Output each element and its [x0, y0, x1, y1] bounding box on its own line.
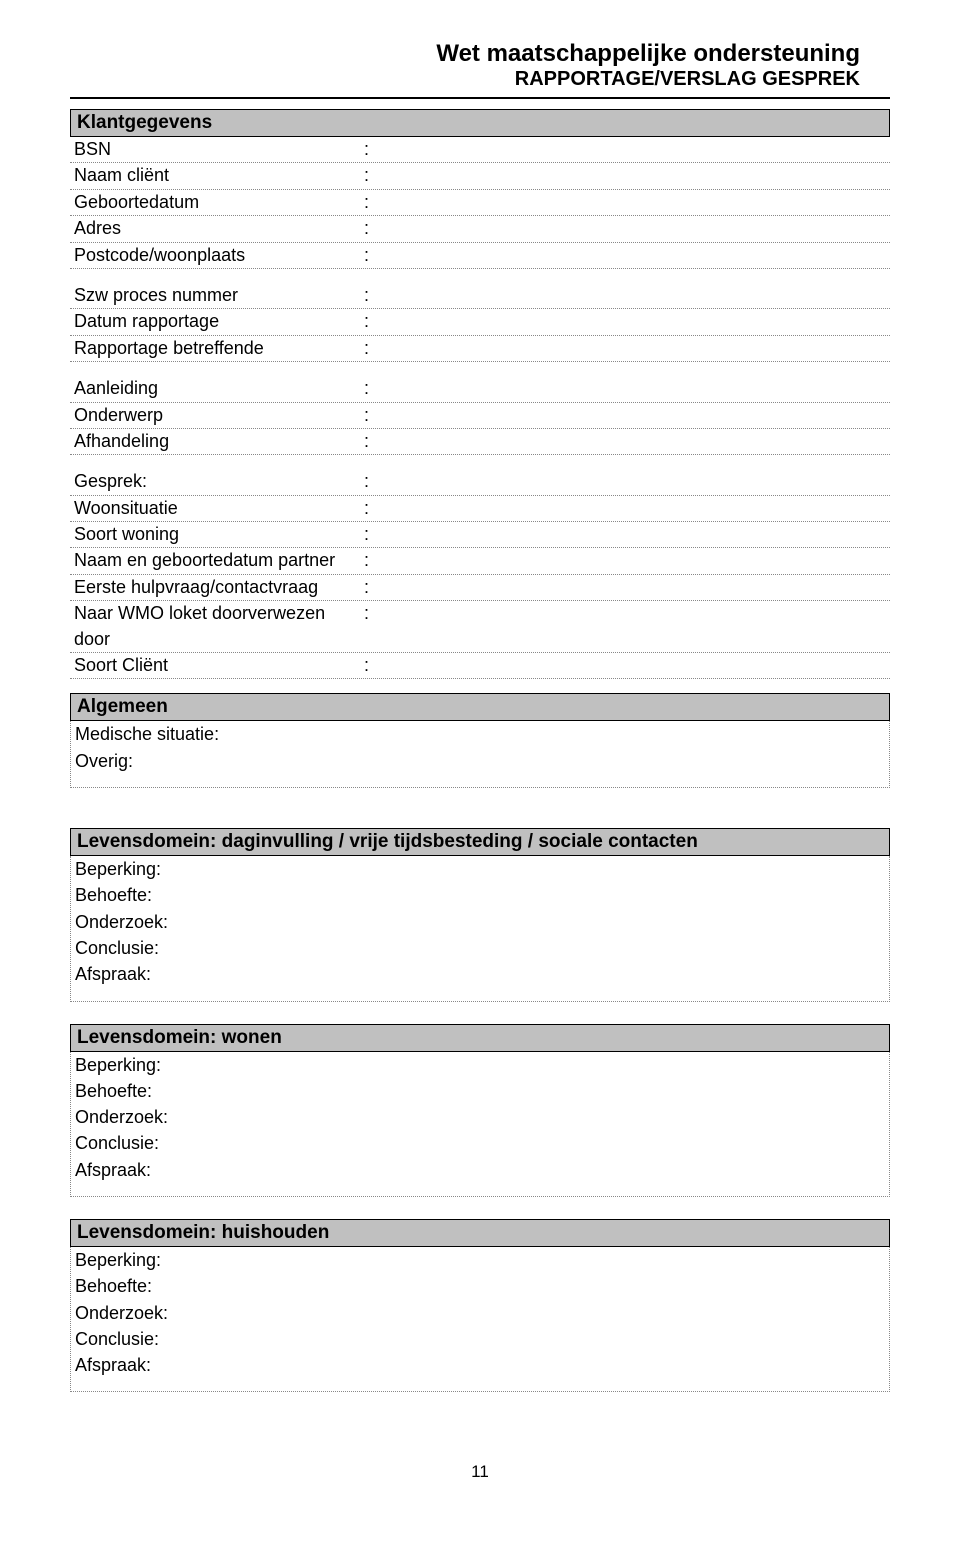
- field-row: Rapportage betreffende :: [70, 336, 890, 362]
- field-colon: :: [364, 523, 384, 546]
- field-row: BSN :: [70, 137, 890, 163]
- field-colon: :: [364, 654, 384, 677]
- section-header-algemeen: Algemeen: [70, 693, 890, 721]
- field-row: Soort woning :: [70, 522, 890, 548]
- field-row: Adres :: [70, 216, 890, 242]
- field-label: door: [74, 628, 364, 651]
- field-row: Onderwerp :: [70, 403, 890, 429]
- field-label: Afhandeling: [74, 430, 364, 453]
- field-row: Naam cliënt :: [70, 163, 890, 189]
- section-header-domein1: Levensdomein: daginvulling / vrije tijds…: [70, 828, 890, 856]
- field-colon: :: [364, 602, 384, 625]
- field-label: Woonsituatie: [74, 497, 364, 520]
- field-label: Gesprek:: [74, 470, 364, 493]
- field-row: Aanleiding :: [70, 376, 890, 402]
- field-label: Rapportage betreffende: [74, 337, 364, 360]
- section-box-domein1: Beperking: Behoefte: Onderzoek: Conclusi…: [70, 856, 890, 1001]
- field-colon: :: [364, 284, 384, 307]
- plain-row: Beperking:: [71, 856, 889, 882]
- field-block-4: Gesprek: : Woonsituatie : Soort woning :…: [70, 469, 890, 679]
- field-row: Szw proces nummer :: [70, 283, 890, 309]
- field-colon: :: [364, 430, 384, 453]
- field-label: Geboortedatum: [74, 191, 364, 214]
- field-colon: [364, 628, 384, 651]
- field-row: Eerste hulpvraag/contactvraag :: [70, 575, 890, 601]
- field-label: Onderwerp: [74, 404, 364, 427]
- field-label: Aanleiding: [74, 377, 364, 400]
- plain-row: Overig:: [71, 748, 889, 787]
- field-colon: :: [364, 377, 384, 400]
- plain-row: Beperking:: [71, 1247, 889, 1273]
- field-colon: :: [364, 497, 384, 520]
- plain-row: Medische situatie:: [71, 721, 889, 747]
- plain-row: Behoefte:: [71, 882, 889, 908]
- plain-row: Conclusie:: [71, 1326, 889, 1352]
- plain-row: Conclusie:: [71, 935, 889, 961]
- plain-row: Onderzoek:: [71, 1300, 889, 1326]
- field-block-2: Szw proces nummer : Datum rapportage : R…: [70, 283, 890, 362]
- field-label: Adres: [74, 217, 364, 240]
- plain-row: Conclusie:: [71, 1130, 889, 1156]
- field-label: Datum rapportage: [74, 310, 364, 333]
- title-sub: RAPPORTAGE/VERSLAG GESPREK: [70, 68, 860, 91]
- field-row: Afhandeling :: [70, 429, 890, 455]
- plain-row: Onderzoek:: [71, 1104, 889, 1130]
- plain-row: Beperking:: [71, 1052, 889, 1078]
- field-label: Naam cliënt: [74, 164, 364, 187]
- field-row: Naam en geboortedatum partner :: [70, 548, 890, 574]
- section-header-klantgegevens: Klantgegevens: [70, 109, 890, 137]
- field-block-1: BSN : Naam cliënt : Geboortedatum : Adre…: [70, 137, 890, 269]
- field-label: Soort woning: [74, 523, 364, 546]
- section-box-domein2: Beperking: Behoefte: Onderzoek: Conclusi…: [70, 1052, 890, 1197]
- field-label: Soort Cliënt: [74, 654, 364, 677]
- field-colon: :: [364, 404, 384, 427]
- field-label: BSN: [74, 138, 364, 161]
- section-box-domein3: Beperking: Behoefte: Onderzoek: Conclusi…: [70, 1247, 890, 1392]
- field-label: Naam en geboortedatum partner: [74, 549, 364, 572]
- field-colon: :: [364, 138, 384, 161]
- plain-row: Behoefte:: [71, 1078, 889, 1104]
- plain-row: Afspraak:: [71, 1352, 889, 1391]
- section-box-algemeen: Medische situatie: Overig:: [70, 721, 890, 788]
- field-row: Gesprek: :: [70, 469, 890, 495]
- field-row: Woonsituatie :: [70, 496, 890, 522]
- plain-row: Onderzoek:: [71, 909, 889, 935]
- field-label: Eerste hulpvraag/contactvraag: [74, 576, 364, 599]
- document-title-block: Wet maatschappelijke ondersteuning RAPPO…: [70, 40, 860, 91]
- plain-row: Afspraak:: [71, 1157, 889, 1196]
- field-row: Postcode/woonplaats :: [70, 243, 890, 269]
- field-colon: :: [364, 164, 384, 187]
- title-divider: [70, 97, 890, 99]
- section-header-domein3: Levensdomein: huishouden: [70, 1219, 890, 1247]
- field-row: Datum rapportage :: [70, 309, 890, 335]
- field-colon: :: [364, 244, 384, 267]
- plain-row: Behoefte:: [71, 1273, 889, 1299]
- field-colon: :: [364, 337, 384, 360]
- field-row: Soort Cliënt :: [70, 653, 890, 679]
- field-block-3: Aanleiding : Onderwerp : Afhandeling :: [70, 376, 890, 455]
- field-colon: :: [364, 310, 384, 333]
- field-colon: :: [364, 191, 384, 214]
- field-label: Postcode/woonplaats: [74, 244, 364, 267]
- field-row: door: [70, 627, 890, 653]
- field-colon: :: [364, 549, 384, 572]
- field-colon: :: [364, 217, 384, 240]
- plain-row: Afspraak:: [71, 961, 889, 1000]
- page-number: 11: [70, 1462, 890, 1482]
- field-row: Naar WMO loket doorverwezen :: [70, 601, 890, 626]
- title-main: Wet maatschappelijke ondersteuning: [70, 40, 860, 68]
- field-label: Naar WMO loket doorverwezen: [74, 602, 364, 625]
- section-header-domein2: Levensdomein: wonen: [70, 1024, 890, 1052]
- field-row: Geboortedatum :: [70, 190, 890, 216]
- field-label: Szw proces nummer: [74, 284, 364, 307]
- field-colon: :: [364, 576, 384, 599]
- field-colon: :: [364, 470, 384, 493]
